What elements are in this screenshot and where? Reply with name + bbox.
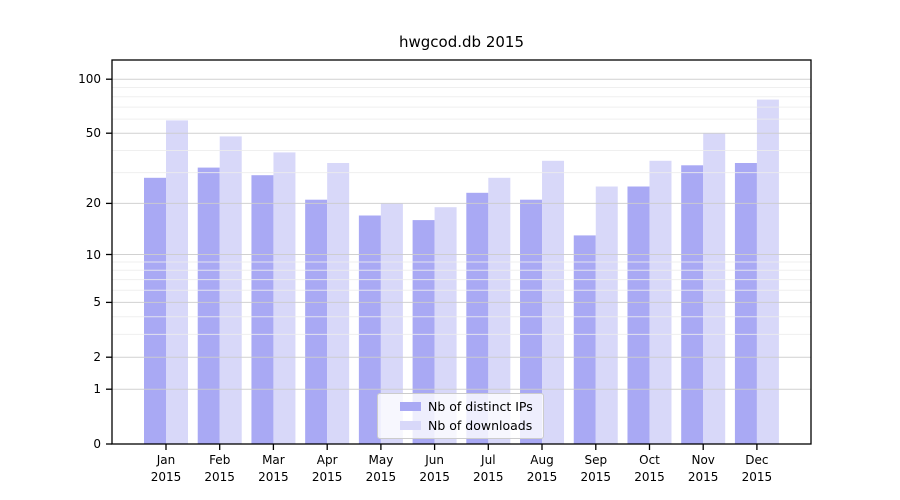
x-tick-label-nov: Nov 2015 <box>687 453 719 484</box>
bar-nov-downloads <box>703 133 726 444</box>
bar-aug-ips <box>520 199 543 444</box>
y-tick-label-1: 1 <box>93 382 101 397</box>
legend-item-distinct-ips: Nb of distinct IPs <box>400 398 535 415</box>
x-tick-label-jul: Jul 2015 <box>473 453 504 484</box>
bar-apr-ips <box>305 199 328 444</box>
x-tick-label-mar: Mar 2015 <box>258 453 289 484</box>
chart-title: hwgcod.db 2015 <box>399 33 524 51</box>
x-tick-label-oct: Oct 2015 <box>634 453 665 484</box>
legend-item-downloads: Nb of downloads <box>400 418 535 435</box>
y-tick-label-50: 50 <box>85 126 101 141</box>
y-tick-label-10: 10 <box>85 247 101 262</box>
bar-may-ips <box>358 215 381 444</box>
x-tick-label-jun: Jun 2015 <box>419 453 450 484</box>
y-tick-label-2: 2 <box>93 350 101 365</box>
bar-jun-ips <box>412 220 435 444</box>
bar-apr-downloads <box>327 163 350 444</box>
legend-label-distinct-ips: Nb of distinct IPs <box>428 398 533 414</box>
x-tick-label-jan: Jan 2015 <box>150 453 182 484</box>
bar-may-downloads <box>380 203 403 444</box>
x-tick-label-aug: Aug 2015 <box>526 453 558 484</box>
x-tick-label-dec: Dec 2015 <box>741 453 773 484</box>
legend-label-downloads: Nb of downloads <box>428 418 533 434</box>
legend-swatch-downloads-icon <box>400 421 421 431</box>
bar-mar-downloads <box>273 152 296 444</box>
x-tick-label-sep: Sep 2015 <box>580 453 612 484</box>
bar-nov-ips <box>681 165 704 445</box>
x-tick-label-apr: Apr 2015 <box>311 453 343 484</box>
bar-jun-downloads <box>434 207 457 444</box>
bar-jan-downloads <box>166 120 188 445</box>
plot-border <box>111 59 812 445</box>
bar-sep-downloads <box>595 186 618 444</box>
bar-feb-ips <box>197 167 220 444</box>
bar-jan-ips <box>144 177 166 445</box>
bar-jul-ips <box>466 192 489 444</box>
bar-dec-ips <box>734 163 757 444</box>
bar-dec-downloads <box>756 99 779 444</box>
legend: Nb of distinct IPs Nb of downloads <box>377 393 544 439</box>
bar-sep-ips <box>573 235 596 444</box>
x-tick-label-feb: Feb 2015 <box>204 453 235 484</box>
legend-swatch-distinct-ips-icon <box>400 401 421 411</box>
y-tick-label-100: 100 <box>78 72 101 87</box>
bar-jul-downloads <box>488 177 511 445</box>
bar-mar-ips <box>251 175 274 444</box>
y-tick-label-20: 20 <box>85 196 101 211</box>
y-tick-label-0: 0 <box>93 437 101 451</box>
y-tick-label-5: 5 <box>93 295 101 310</box>
x-tick-label-may: May 2015 <box>365 453 397 484</box>
bar-oct-ips <box>627 186 650 444</box>
